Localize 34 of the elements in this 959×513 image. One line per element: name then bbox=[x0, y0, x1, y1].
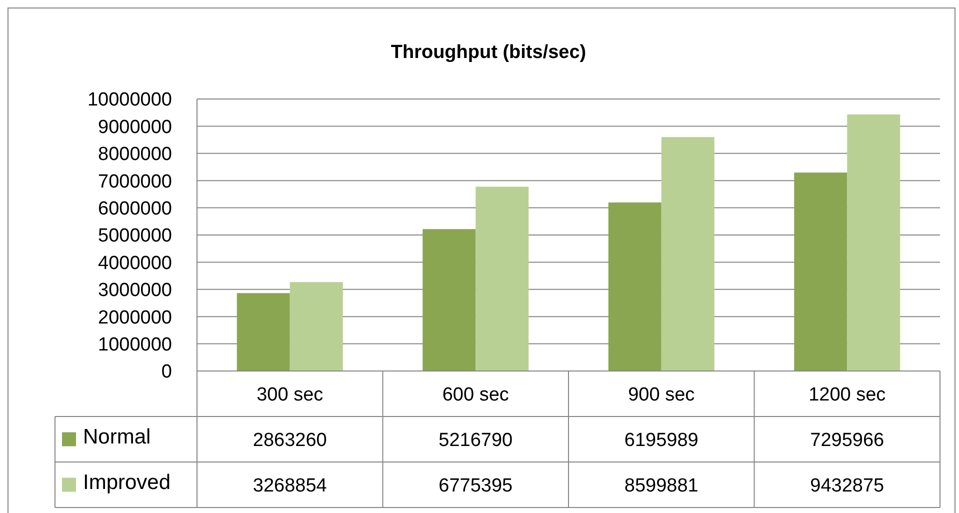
bar bbox=[236, 293, 290, 371]
x-tick-label: 1200 sec bbox=[808, 384, 886, 406]
y-tick-label: 2000000 bbox=[98, 307, 172, 328]
y-tick-label: 5000000 bbox=[98, 226, 172, 247]
y-tick-label: 9000000 bbox=[98, 116, 172, 138]
y-tick-label: 8000000 bbox=[98, 144, 172, 166]
data-label: 7295966 bbox=[810, 430, 884, 451]
data-label: 6195989 bbox=[624, 430, 698, 451]
legend-label: Improved bbox=[83, 471, 171, 494]
data-label: 8599881 bbox=[624, 475, 698, 496]
y-tick-label: 1000000 bbox=[98, 334, 172, 356]
bar bbox=[661, 137, 714, 371]
bar bbox=[476, 186, 529, 371]
x-tick-label: 900 sec bbox=[628, 384, 695, 406]
y-tick-label: 10000000 bbox=[87, 90, 172, 111]
data-label: 2863260 bbox=[252, 430, 327, 451]
data-label: 5216790 bbox=[438, 430, 513, 451]
y-tick-label: 4000000 bbox=[98, 252, 172, 274]
bar bbox=[422, 229, 476, 371]
y-tick-label: 0 bbox=[161, 362, 172, 383]
y-tick-label: 3000000 bbox=[98, 280, 172, 302]
bar bbox=[794, 172, 848, 371]
y-tick-label: 7000000 bbox=[98, 171, 172, 192]
data-label: 6775395 bbox=[438, 475, 513, 496]
legend-label: Normal bbox=[83, 426, 151, 449]
data-label: 9432875 bbox=[810, 475, 884, 496]
y-tick-label: 6000000 bbox=[98, 198, 172, 220]
bar bbox=[290, 282, 343, 371]
x-tick-label: 600 sec bbox=[442, 384, 509, 406]
bar bbox=[608, 202, 662, 371]
bar bbox=[847, 114, 900, 371]
chart-title: Throughput (bits/sec) bbox=[390, 42, 586, 63]
x-tick-label: 300 sec bbox=[256, 384, 324, 406]
data-label: 3268854 bbox=[252, 475, 328, 496]
